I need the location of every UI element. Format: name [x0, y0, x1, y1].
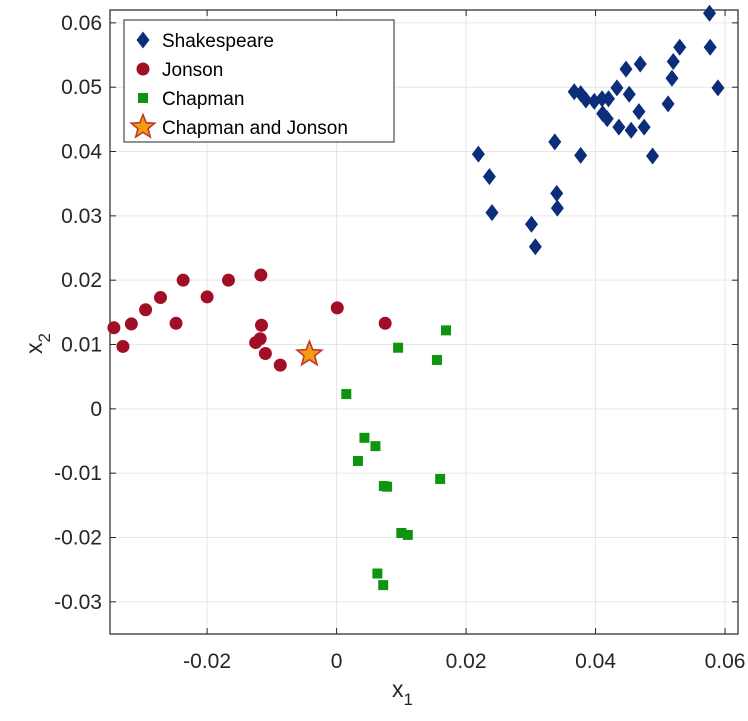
y-tick-label: -0.03: [54, 591, 102, 614]
point-jonson: [116, 339, 130, 353]
point-shakespeare: [574, 146, 588, 164]
point-shakespeare: [661, 95, 675, 113]
point-jonson: [378, 316, 392, 330]
legend-box: [123, 19, 395, 143]
point-shakespeare: [550, 199, 564, 217]
point-shakespeare: [600, 110, 614, 128]
legend-marker-chapman: [138, 93, 148, 103]
point-jonson: [124, 317, 138, 331]
legend: Shakespeare Jonson Chapman Chapman and Jons…: [123, 19, 395, 143]
point-shakespeare: [646, 147, 660, 165]
legend-marker-jonson: [136, 62, 150, 76]
point-shakespeare: [666, 52, 680, 70]
point-chapman: [402, 529, 413, 540]
point-shakespeare: [711, 79, 725, 97]
point-shakespeare: [665, 69, 679, 87]
point-jonson: [258, 347, 272, 361]
point-chapman-and-jonson: [294, 338, 324, 367]
point-chapman: [378, 580, 389, 591]
y-tick-label: 0.03: [61, 205, 102, 228]
x-tick-label: 0.04: [575, 650, 616, 673]
y-tick-label: 0.04: [61, 141, 102, 164]
point-shakespeare: [548, 133, 562, 151]
point-chapman: [431, 354, 442, 365]
y-tick-label: 0.05: [61, 76, 102, 99]
point-jonson: [176, 273, 190, 287]
point-chapman: [393, 342, 404, 353]
point-jonson: [221, 273, 235, 287]
legend-label-shakespeare: Shakespeare: [162, 31, 274, 52]
point-chapman: [370, 441, 381, 452]
y-tick-label: 0: [90, 398, 102, 421]
data-points: [107, 4, 725, 591]
point-shakespeare: [485, 204, 499, 222]
point-shakespeare: [703, 38, 717, 56]
y-tick-label: -0.02: [54, 527, 102, 550]
point-shakespeare: [703, 4, 717, 22]
point-shakespeare: [482, 168, 496, 186]
point-shakespeare: [632, 103, 646, 121]
y-tick-label: -0.01: [54, 462, 102, 485]
plot-frame: [109, 9, 739, 635]
point-shakespeare: [612, 118, 626, 136]
point-shakespeare: [471, 145, 485, 163]
point-shakespeare: [633, 55, 647, 73]
y-axis-label-subscript: 2: [35, 333, 54, 342]
point-jonson: [330, 301, 344, 315]
x-axis-label: x1: [392, 676, 413, 709]
point-chapman: [382, 481, 393, 492]
point-shakespeare: [624, 121, 638, 139]
x-tick-label: 0.02: [446, 650, 487, 673]
point-shakespeare: [567, 83, 581, 101]
legend-marker-shakespeare: [136, 31, 150, 49]
point-shakespeare: [528, 238, 542, 256]
point-shakespeare: [550, 184, 564, 202]
legend-label-jonson: Jonson: [162, 60, 223, 81]
y-axis-label: x2: [21, 333, 54, 354]
x-tick-label: 0.06: [705, 650, 746, 673]
point-shakespeare: [673, 38, 687, 56]
point-shakespeare: [637, 118, 651, 136]
point-jonson: [273, 358, 287, 372]
point-shakespeare: [622, 85, 636, 103]
point-shakespeare: [619, 60, 633, 78]
point-chapman: [359, 432, 370, 443]
y-tick-label: 0.02: [61, 269, 102, 292]
point-jonson: [254, 318, 268, 332]
point-jonson: [153, 291, 167, 305]
point-shakespeare: [587, 92, 601, 110]
point-chapman: [341, 389, 352, 400]
legend-label-chapman-and-jonson: Chapman and Jonson: [162, 118, 348, 139]
point-jonson: [249, 336, 263, 350]
point-jonson: [169, 316, 183, 330]
point-jonson: [107, 321, 121, 335]
grid-lines: [110, 10, 738, 634]
axis-ticks: -0.02 0 0.02 0.04 0.06 -0.03 -0.02 -0.01 0 0.01 0.…: [54, 10, 745, 673]
y-tick-label: 0.06: [61, 12, 102, 35]
legend-marker-chapman-and-jonson: [129, 112, 157, 139]
point-chapman: [435, 473, 446, 484]
point-chapman: [372, 568, 383, 579]
point-jonson: [139, 303, 153, 317]
point-shakespeare: [524, 215, 538, 233]
point-chapman: [352, 455, 363, 466]
x-axis-label-subscript: 1: [404, 690, 413, 709]
point-chapman: [441, 325, 452, 336]
x-tick-label: 0: [331, 650, 343, 673]
x-tick-label: -0.02: [183, 650, 231, 673]
point-jonson: [254, 268, 268, 282]
legend-label-chapman: Chapman: [162, 89, 244, 110]
point-jonson: [200, 290, 214, 304]
point-chapman: [396, 528, 407, 539]
y-tick-label: 0.01: [61, 334, 102, 357]
point-shakespeare: [610, 79, 624, 97]
